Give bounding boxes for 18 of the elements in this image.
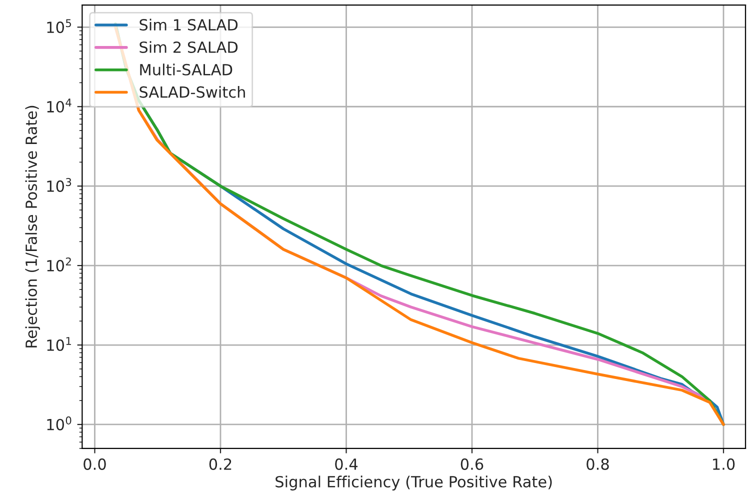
y-tick-label: 10$^{0}$ [47, 416, 72, 430]
y-tick-label: 10$^{4}$ [47, 98, 72, 113]
x-axis-title: Signal Efficiency (True Positive Rate) [276, 476, 552, 490]
legend-label: SALAD-Switch [140, 86, 245, 98]
y-tick-label: 10$^{3}$ [47, 178, 72, 192]
x-tick-label: 0.2 [209, 458, 232, 470]
x-tick-label: 1.0 [713, 458, 735, 470]
legend-label: Multi-SALAD [140, 64, 232, 76]
legend-label: Sim 1 SALAD [140, 18, 238, 31]
x-tick-label: 0.4 [335, 458, 358, 470]
x-tick-label: 0.6 [460, 458, 484, 470]
legend-label: Sim 2 SALAD [140, 41, 238, 54]
y-tick-label: 10$^{5}$ [47, 19, 72, 34]
y-tick-label: 10$^{2}$ [47, 257, 71, 272]
x-tick-label: 0.8 [586, 458, 609, 470]
y-axis-title: Rejection (1/False Positive Rate) [25, 106, 40, 348]
x-tick-label: 0.0 [84, 458, 106, 470]
y-tick-label: 10$^{1}$ [47, 337, 71, 351]
